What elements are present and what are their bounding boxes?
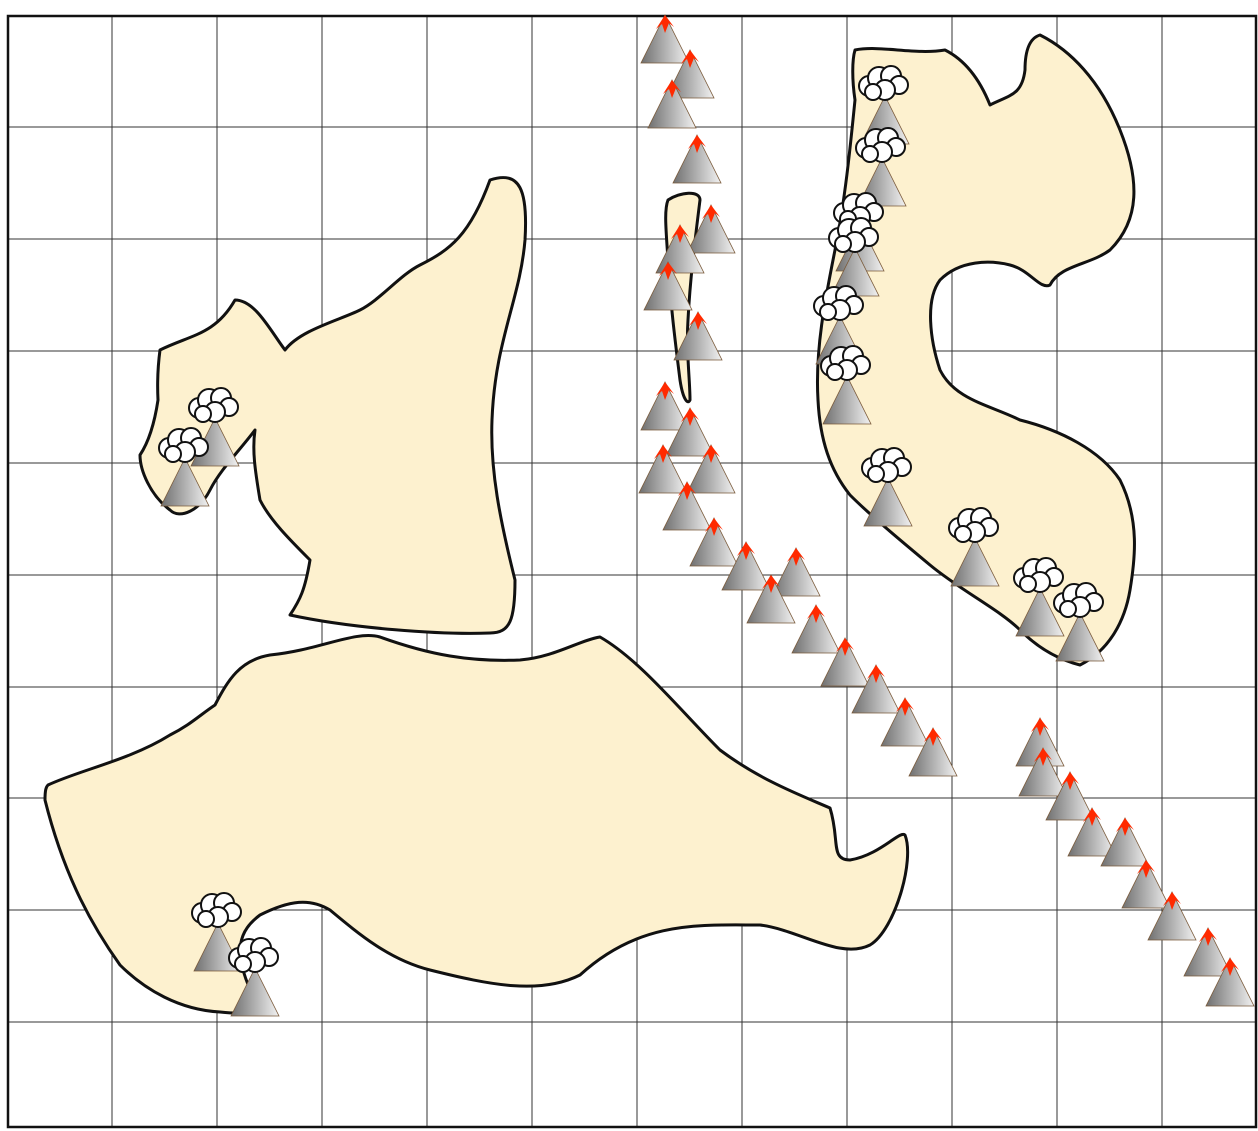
lava-flow-icon [1199, 928, 1217, 946]
volcano-icon [771, 547, 821, 597]
map-border [6, 14, 1258, 1129]
volcano-icon [1055, 612, 1105, 662]
volcano-icon [638, 444, 688, 494]
lava-flow-icon [654, 445, 672, 463]
volcano-icon [1147, 891, 1197, 941]
volcano-icon [851, 664, 901, 714]
volcano-icon [643, 261, 693, 311]
lava-flow-icon [702, 205, 720, 223]
lava-flow-icon [1137, 860, 1155, 878]
lava-flow-icon [1034, 748, 1052, 766]
volcano-icon [1045, 771, 1095, 821]
lava-flow-icon [705, 518, 723, 536]
lava-flow-icon [671, 225, 689, 243]
lava-flow-icon [1083, 808, 1101, 826]
lava-flow-icon [1061, 772, 1079, 790]
smoke-cloud-icon [1053, 582, 1104, 618]
volcano-icon [1018, 747, 1068, 797]
lava-flow-icon [1116, 818, 1134, 836]
volcano-icon [230, 967, 280, 1017]
volcano-icon [791, 604, 841, 654]
lava-flow-icon [836, 638, 854, 656]
smoke-cloud-icon [861, 447, 912, 483]
volcano-icon [673, 311, 723, 361]
volcano-icon [1067, 807, 1117, 857]
volcano-icon [880, 697, 930, 747]
lava-flow-icon [924, 728, 942, 746]
volcano-icon [822, 375, 872, 425]
lava-flow-icon [737, 542, 755, 560]
smoke-cloud-icon [858, 65, 909, 101]
volcano-icon [686, 204, 736, 254]
lava-flow-icon [689, 312, 707, 330]
volcano-layer [158, 14, 1255, 1017]
volcano-icon [647, 79, 697, 129]
volcano-icon [640, 381, 690, 431]
volcano-icon [863, 477, 913, 527]
lava-flow-icon [656, 15, 674, 33]
volcano-icon [950, 537, 1000, 587]
volcano-icon [655, 224, 705, 274]
volcano-icon [746, 574, 796, 624]
smoke-cloud-icon [855, 127, 906, 163]
smoke-cloud-icon [820, 345, 871, 381]
volcano-icon [820, 637, 870, 687]
lava-flow-icon [688, 135, 706, 153]
lava-flow-icon [787, 548, 805, 566]
lava-flow-icon [1163, 892, 1181, 910]
volcano-icon [1121, 859, 1171, 909]
lava-flow-icon [1221, 958, 1239, 976]
smoke-cloud-icon [191, 892, 242, 928]
lava-flow-icon [702, 445, 720, 463]
lava-flow-icon [1031, 718, 1049, 736]
volcano-icon [665, 49, 715, 99]
volcano-icon [1015, 587, 1065, 637]
volcano-icon [686, 444, 736, 494]
smoke-cloud-icon [188, 387, 239, 423]
lava-flow-icon [656, 382, 674, 400]
volcano-icon [1183, 927, 1233, 977]
volcano-icon [672, 134, 722, 184]
volcano-icon [640, 14, 690, 64]
lava-flow-icon [659, 262, 677, 280]
lava-flow-icon [681, 408, 699, 426]
smoke-cloud-icon [228, 937, 279, 973]
volcano-icon [662, 481, 712, 531]
lava-flow-icon [867, 665, 885, 683]
west-island [138, 176, 528, 635]
lava-flow-icon [762, 575, 780, 593]
smoke-cloud-icon [158, 427, 209, 463]
lava-flow-icon [681, 50, 699, 68]
smoke-cloud-icon [1013, 557, 1064, 593]
volcano-icon [1100, 817, 1150, 867]
volcano-icon [160, 457, 210, 507]
lava-flow-icon [663, 80, 681, 98]
volcano-icon [665, 407, 715, 457]
volcano-icon [689, 517, 739, 567]
smoke-cloud-icon [813, 285, 864, 321]
lava-flow-icon [896, 698, 914, 716]
smoke-cloud-icon [828, 217, 879, 253]
volcano-icon [1205, 957, 1255, 1007]
smoke-cloud-icon [948, 507, 999, 543]
lava-flow-icon [807, 605, 825, 623]
lava-flow-icon [678, 482, 696, 500]
volcano-icon [908, 727, 958, 777]
volcano-icon [721, 541, 771, 591]
